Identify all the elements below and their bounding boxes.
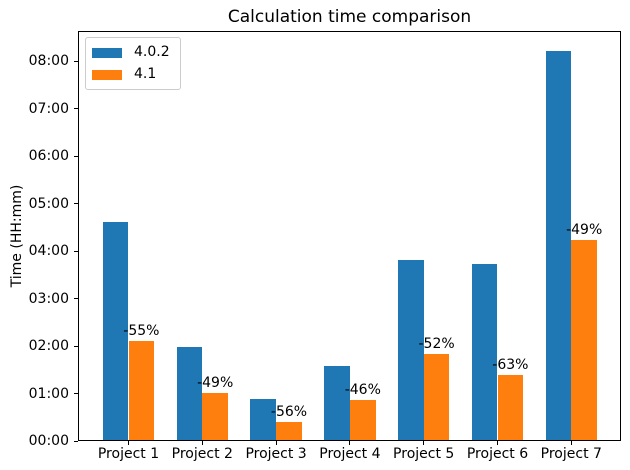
y-tick-mark — [74, 393, 78, 394]
y-tick-mark — [74, 345, 78, 347]
y-tick-mark — [74, 155, 78, 157]
bar-4.1-project-3 — [276, 421, 302, 440]
x-tick-label: Project 5 — [393, 446, 455, 462]
legend-item: 4.0.2 — [92, 45, 170, 60]
bar-4.0.2-project-2 — [176, 346, 203, 440]
bar-4.0.2-project-1 — [102, 221, 129, 440]
y-tick-label: 06:00 — [28, 148, 69, 164]
y-tick-label: 02:00 — [28, 338, 69, 354]
x-tick-mark — [570, 441, 572, 445]
legend-item: 4.1 — [92, 67, 170, 82]
percent-change-label: -49% — [566, 221, 603, 238]
y-tick-label: 03:00 — [28, 290, 69, 307]
bar-4.1-project-4 — [349, 399, 376, 440]
legend-swatch-orange — [92, 69, 122, 80]
legend: 4.0.2 4.1 — [85, 37, 181, 90]
x-tick-label: Project 1 — [97, 446, 160, 462]
bar-4.1-project-5 — [423, 353, 450, 440]
y-tick-mark — [74, 60, 78, 62]
y-tick-mark — [74, 250, 78, 252]
y-tick-label: 05:00 — [28, 195, 69, 212]
bar-4.1-project-6 — [497, 375, 524, 440]
x-tick-mark — [128, 441, 129, 445]
x-tick-label: Project 3 — [245, 446, 307, 462]
percent-change-label: -55% — [123, 323, 160, 340]
y-tick-label: 00:00 — [28, 433, 69, 449]
bar-4.0.2-project-4 — [324, 365, 350, 440]
plot-area: 4.0.2 4.1 — [78, 31, 621, 441]
legend-swatch-blue — [92, 47, 122, 58]
legend-label-4-1: 4.1 — [134, 66, 157, 82]
percent-change-label: -46% — [344, 381, 381, 398]
y-tick-mark — [74, 203, 78, 204]
y-tick-mark — [74, 108, 78, 109]
percent-change-label: -63% — [492, 357, 529, 374]
bar-4.0.2-project-5 — [397, 260, 424, 440]
y-tick-label: 01:00 — [28, 385, 69, 402]
bar-4.0.2-project-6 — [471, 264, 498, 440]
legend-label-4-0-2: 4.0.2 — [134, 44, 170, 60]
y-tick-mark — [74, 298, 78, 299]
y-tick-mark — [74, 440, 78, 442]
bar-4.0.2-project-3 — [250, 398, 277, 440]
percent-change-label: -52% — [418, 335, 455, 352]
chart-title: Calculation time comparison — [227, 7, 472, 27]
x-tick-label: Project 4 — [319, 446, 381, 462]
y-tick-label: 08:00 — [28, 53, 69, 69]
y-tick-label: 07:00 — [28, 100, 69, 117]
y-tick-label: 04:00 — [28, 243, 69, 259]
percent-change-label: -56% — [270, 403, 308, 420]
x-tick-label: Project 7 — [540, 446, 602, 462]
x-tick-mark — [275, 441, 277, 445]
x-tick-mark — [349, 441, 351, 445]
x-tick-label: Project 2 — [171, 446, 233, 462]
x-tick-mark — [497, 441, 498, 445]
x-tick-mark — [201, 441, 203, 445]
percent-change-label: -49% — [197, 374, 234, 391]
x-tick-mark — [423, 441, 425, 445]
bar-4.0.2-project-7 — [545, 50, 572, 440]
bar-4.1-project-7 — [571, 239, 598, 440]
bar-4.1-project-2 — [202, 392, 229, 440]
x-tick-label: Project 6 — [466, 446, 529, 462]
bar-4.1-project-1 — [128, 341, 155, 440]
